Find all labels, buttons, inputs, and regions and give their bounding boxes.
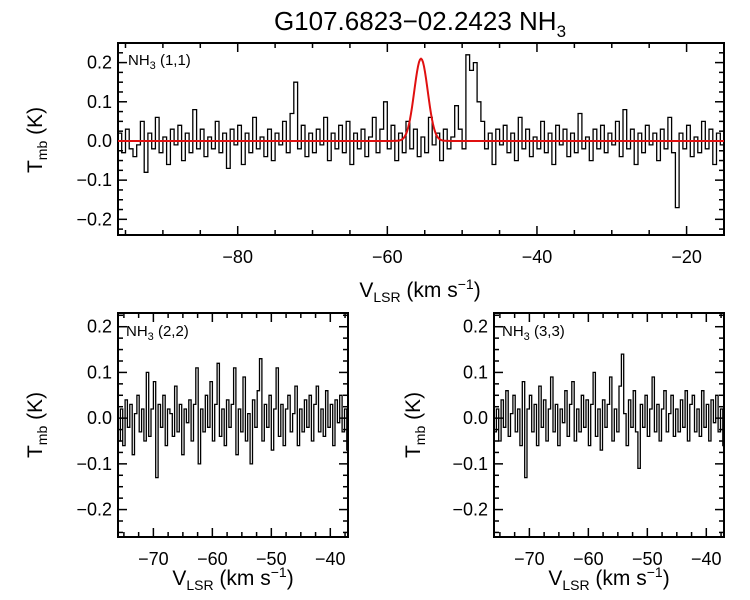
y-axis-label: Tmb (K)	[24, 392, 50, 458]
y-tick-labels: −0.2 −0.1 0.0 0.1 0.2	[76, 53, 112, 230]
x-tick-label: −70	[514, 549, 545, 569]
chart-title: G107.6823−02.2423 NH3	[274, 6, 566, 41]
y-tick-labels: −0.2 −0.1 0.0 0.1 0.2	[452, 317, 488, 520]
y-tick-label: 0.1	[87, 92, 112, 112]
x-axis-label: VLSR (km s−1)	[359, 276, 480, 305]
panel-label: NH3 (1,1)	[128, 52, 191, 72]
x-axis-label: VLSR (km s−1)	[172, 564, 293, 593]
panel-nh3-11: −80 −60 −40 −20 −0.2 −0.1 0.0 0.1 0.2 NH3 (1,1)…	[24, 42, 725, 305]
y-tick-label: −0.2	[76, 500, 112, 520]
y-tick-label: −0.2	[76, 209, 112, 229]
y-tick-label: 0.1	[463, 362, 488, 382]
y-tick-label: 0.0	[87, 131, 112, 151]
x-tick-label: −20	[671, 247, 702, 267]
gaussian-fit-line	[118, 57, 724, 142]
x-tick-label: −70	[138, 549, 169, 569]
y-tick-label: 0.2	[463, 317, 488, 337]
y-tick-label: −0.2	[452, 500, 488, 520]
spectrum-line	[118, 54, 724, 209]
x-tick-labels: −70 −60 −50 −40	[138, 549, 345, 569]
y-tick-label: 0.0	[87, 408, 112, 428]
panel-label: NH3 (3,3)	[502, 323, 565, 343]
x-tick-label: −40	[315, 549, 346, 569]
axis-ticks	[494, 313, 724, 537]
x-tick-label: −80	[222, 247, 253, 267]
plot-frame	[117, 312, 349, 538]
y-tick-label: −0.1	[76, 454, 112, 474]
panel-label: NH3 (2,2)	[126, 323, 189, 343]
y-tick-label: 0.0	[463, 408, 488, 428]
axis-ticks	[118, 42, 725, 235]
spectrum-line	[494, 353, 724, 479]
x-tick-label: −50	[256, 549, 287, 569]
plot-frame	[117, 42, 725, 236]
x-tick-labels: −80 −60 −40 −20	[222, 247, 701, 267]
y-axis-label: Tmb (K)	[24, 107, 50, 173]
x-tick-label: −60	[372, 247, 403, 267]
y-tick-label: 0.1	[87, 362, 112, 382]
x-tick-label: −40	[522, 247, 553, 267]
x-tick-labels: −70 −60 −50 −40	[514, 549, 721, 569]
y-axis-label: Tmb (K)	[402, 392, 428, 458]
y-tick-label: −0.1	[76, 170, 112, 190]
axis-ticks	[118, 313, 348, 537]
x-tick-label: −50	[632, 549, 663, 569]
y-tick-label: 0.2	[87, 53, 112, 73]
x-tick-label: −40	[691, 549, 722, 569]
y-tick-labels: −0.2 −0.1 0.0 0.1 0.2	[76, 317, 112, 520]
panel-nh3-33: −70 −60 −50 −40 −0.2 −0.1 0.0 0.1 0.2 NH3 (3,3)…	[402, 312, 725, 593]
y-tick-label: −0.1	[452, 454, 488, 474]
x-tick-label: −60	[573, 549, 604, 569]
x-axis-label: VLSR (km s−1)	[548, 564, 669, 593]
plot-frame	[493, 312, 725, 538]
y-tick-label: 0.2	[87, 317, 112, 337]
x-tick-label: −60	[197, 549, 228, 569]
spectrum-line	[118, 358, 348, 479]
panel-nh3-22: −70 −60 −50 −40 −0.2 −0.1 0.0 0.1 0.2 NH3 (2,2)…	[24, 312, 349, 593]
